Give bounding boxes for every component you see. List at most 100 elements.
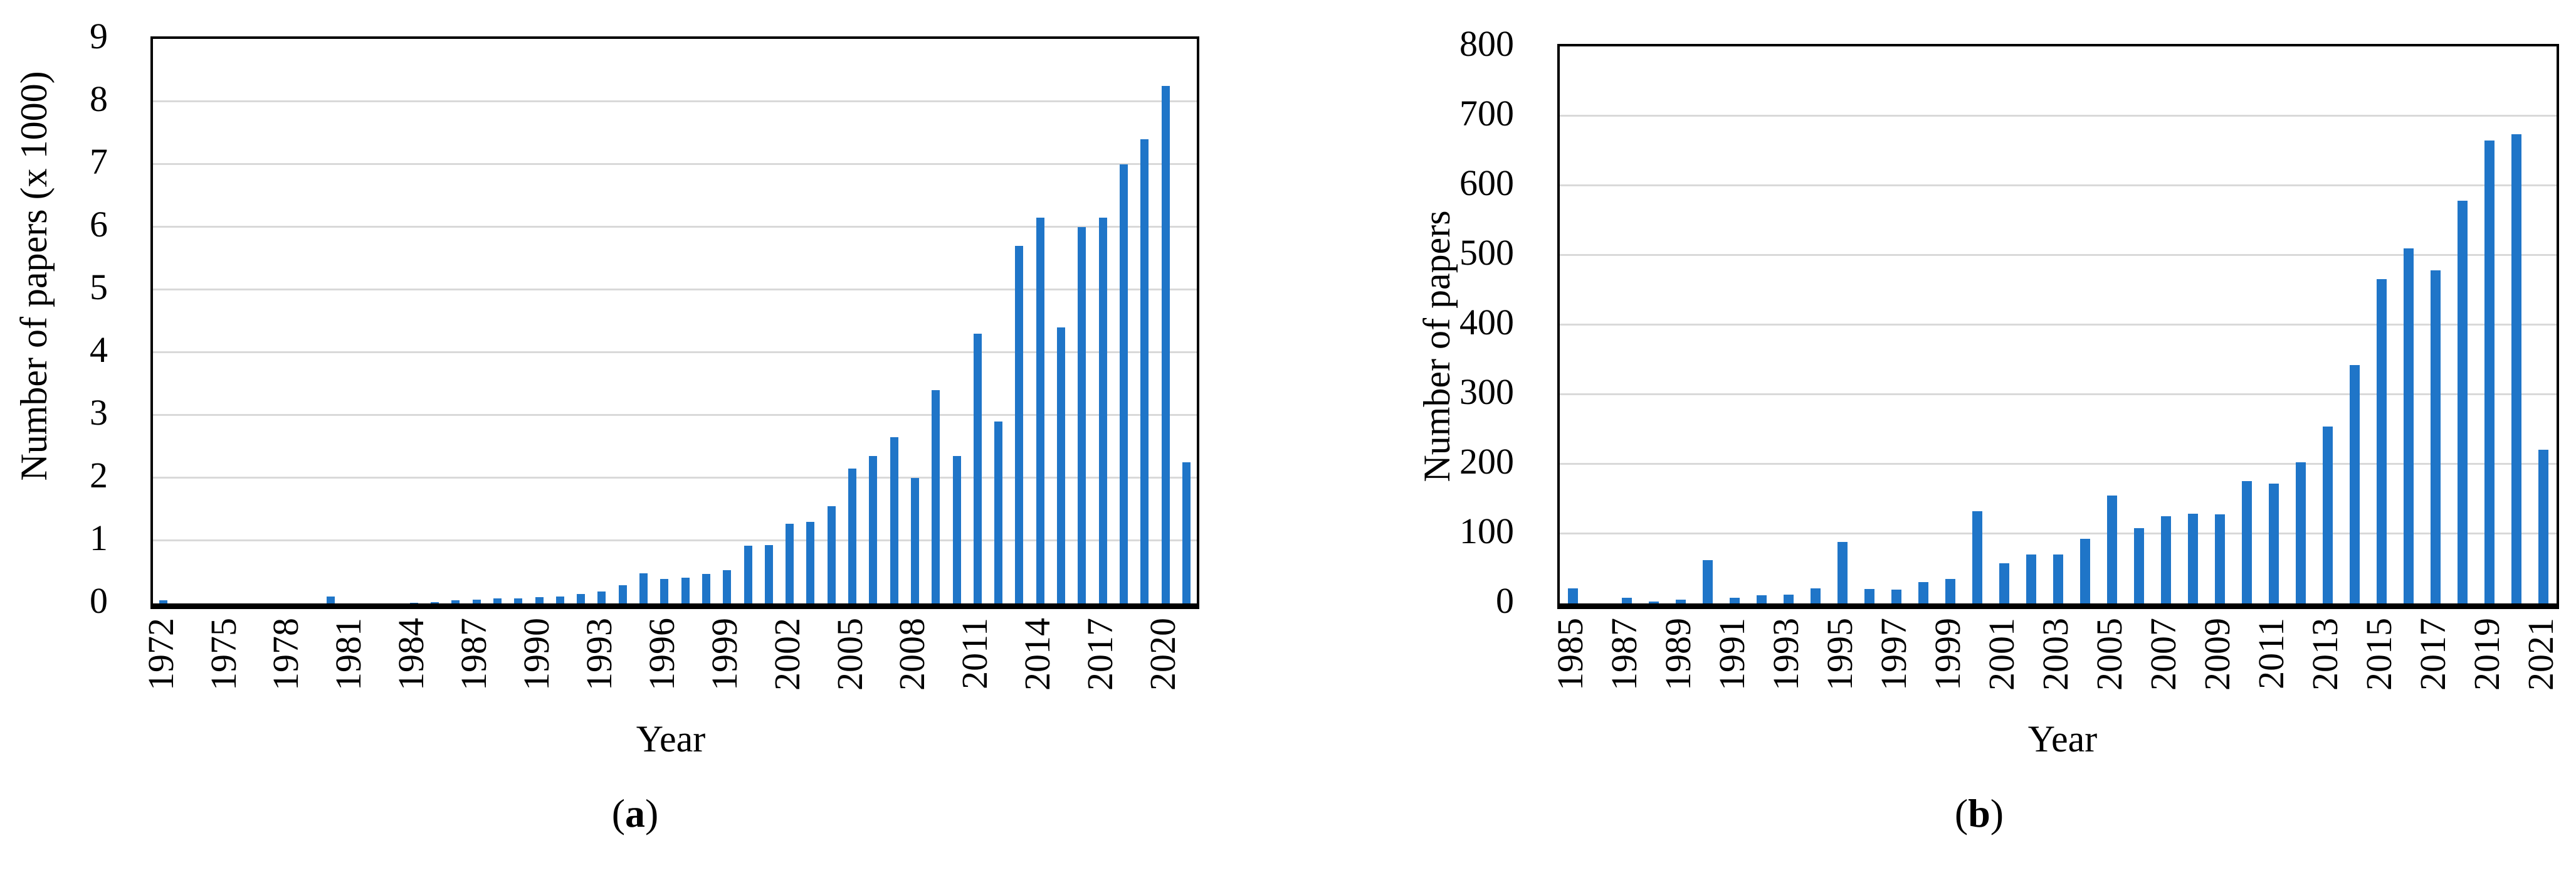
x-tick-label-a-2005: 2005	[829, 618, 870, 691]
x-axis-title-a: Year	[636, 718, 706, 760]
x-tick-label-b-2007: 2007	[2142, 618, 2184, 691]
bar-2019	[1140, 139, 1149, 603]
gridline-y1	[153, 539, 1197, 541]
bar-2015	[2376, 279, 2387, 603]
y-tick-label-a-4: 4	[90, 329, 108, 370]
gridline-y100	[1560, 533, 2557, 534]
bar-2002	[2026, 554, 2037, 603]
gridline-y600	[1560, 184, 2557, 186]
bar-2014	[2349, 365, 2360, 603]
x-tick-label-b-1989: 1989	[1658, 618, 1699, 691]
x-tick-label-a-2017: 2017	[1080, 618, 1121, 691]
bar-1985	[1568, 588, 1579, 603]
y-tick-label-a-1: 1	[90, 517, 108, 558]
caption-b: (b)	[1955, 792, 2004, 836]
bar-2020	[2511, 134, 2521, 603]
bar-2013	[2322, 427, 2333, 603]
bar-1996	[660, 579, 669, 603]
bar-2016	[2403, 248, 2414, 603]
bar-1972	[159, 600, 168, 603]
bar-1987	[472, 600, 481, 603]
x-tick-label-a-1996: 1996	[641, 618, 682, 691]
y-tick-label-a-3: 3	[90, 392, 108, 433]
bar-2001	[764, 545, 773, 603]
x-axis-title-b: Year	[2027, 718, 2098, 760]
bar-2000	[744, 546, 752, 603]
bar-2009	[2214, 514, 2225, 603]
x-tick-label-b-2003: 2003	[2035, 618, 2076, 691]
y-tick-label-b-400: 400	[1459, 302, 1514, 342]
x-tick-label-a-2011: 2011	[954, 618, 996, 689]
bar-2002	[786, 524, 794, 603]
gridline-y200	[1560, 463, 2557, 465]
bar-2010	[2241, 481, 2252, 603]
bar-2004	[827, 506, 836, 603]
caption-a-close: )	[645, 791, 659, 836]
y-tick-label-a-2: 2	[90, 455, 108, 496]
x-tick-label-b-1999: 1999	[1927, 618, 1969, 691]
x-tick-label-b-2017: 2017	[2412, 618, 2453, 691]
bar-2012	[2295, 462, 2306, 603]
x-tick-label-b-2013: 2013	[2304, 618, 2345, 691]
x-tick-label-a-1975: 1975	[202, 618, 244, 691]
x-tick-label-a-1978: 1978	[265, 618, 307, 691]
x-tick-label-b-2019: 2019	[2466, 618, 2507, 691]
bar-1992	[577, 594, 586, 603]
x-tick-label-a-2002: 2002	[766, 618, 807, 691]
caption-a-open: (	[611, 791, 625, 836]
y-tick-label-b-800: 800	[1459, 23, 1514, 64]
bar-2005	[2106, 496, 2117, 603]
caption-a-letter: a	[625, 791, 645, 836]
bar-1998	[1918, 582, 1929, 603]
x-tick-label-b-2001: 2001	[1981, 618, 2022, 691]
bar-2017	[2430, 270, 2441, 603]
x-tick-label-a-1993: 1993	[578, 618, 619, 691]
gridline-y4	[153, 351, 1197, 353]
bar-2007	[890, 437, 898, 603]
bar-1993	[1784, 595, 1794, 603]
x-tick-label-b-1987: 1987	[1604, 618, 1645, 691]
bar-2017	[1098, 218, 1107, 603]
bar-1997	[1891, 590, 1902, 603]
bar-2015	[1057, 327, 1066, 603]
gridline-y300	[1560, 393, 2557, 395]
bar-2012	[994, 422, 1003, 603]
x-tick-label-b-2009: 2009	[2196, 618, 2237, 691]
x-tick-label-b-1993: 1993	[1765, 618, 1807, 691]
y-tick-label-b-700: 700	[1459, 93, 1514, 134]
plot-area-a	[150, 36, 1199, 609]
x-tick-label-b-1985: 1985	[1550, 618, 1591, 691]
caption-a: (a)	[612, 792, 659, 836]
bar-2021	[2538, 450, 2548, 603]
x-tick-label-a-1972: 1972	[140, 618, 181, 691]
bar-2013	[1015, 246, 1024, 603]
bar-2011	[2268, 484, 2279, 603]
y-tick-label-a-7: 7	[90, 141, 108, 182]
bar-2010	[952, 456, 961, 603]
x-tick-label-a-2020: 2020	[1142, 618, 1184, 691]
x-tick-label-a-1987: 1987	[453, 618, 495, 691]
x-tick-label-b-2011: 2011	[2250, 618, 2291, 689]
bar-2005	[848, 469, 857, 603]
bar-2003	[806, 522, 815, 603]
bar-1991	[555, 597, 564, 603]
y-tick-label-b-100: 100	[1459, 511, 1514, 551]
bar-1996	[1864, 589, 1875, 603]
x-tick-label-b-1997: 1997	[1873, 618, 1915, 691]
x-tick-label-b-2021: 2021	[2520, 618, 2561, 691]
y-tick-label-b-0: 0	[1496, 580, 1514, 621]
bar-1993	[597, 591, 606, 603]
bar-1994	[1811, 588, 1821, 603]
bar-2006	[869, 456, 878, 603]
bar-1999	[723, 570, 732, 603]
y-tick-label-a-6: 6	[90, 204, 108, 245]
caption-b-letter: b	[1968, 791, 1990, 836]
gridline-y2	[153, 477, 1197, 479]
y-tick-label-a-0: 0	[90, 580, 108, 621]
bar-2009	[932, 390, 940, 603]
x-tick-label-b-1991: 1991	[1711, 618, 1753, 691]
gridline-y8	[153, 100, 1197, 102]
bar-1985	[431, 602, 439, 603]
bar-1995	[1837, 542, 1848, 603]
